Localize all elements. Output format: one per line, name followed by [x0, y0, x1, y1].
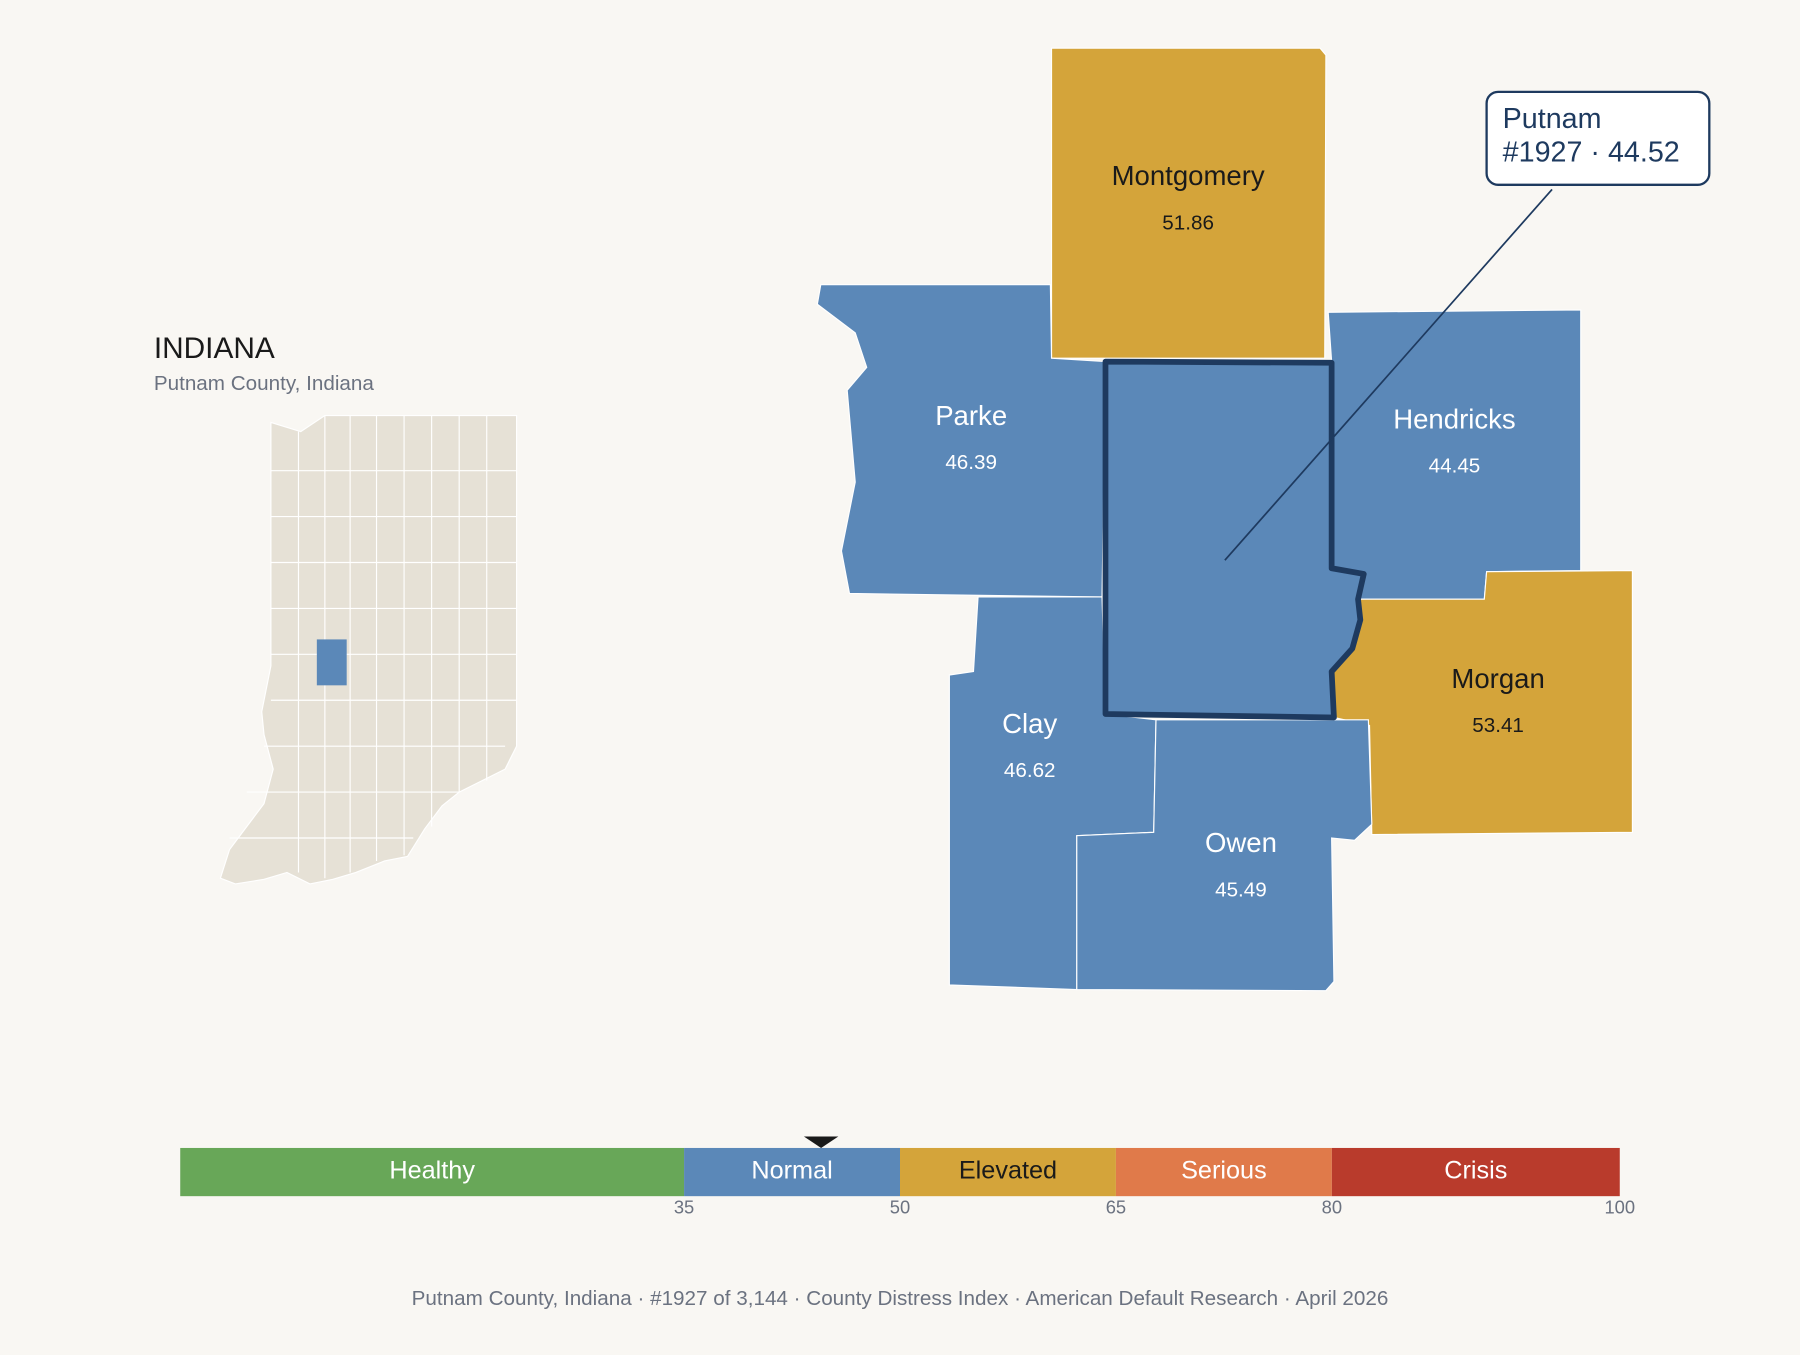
callout-label: #1927 · 44.52 [1503, 136, 1680, 168]
footer: Putnam County, Indiana · #1927 of 3,144 … [412, 1287, 1389, 1310]
county-value: 44.45 [1429, 455, 1481, 478]
scale-band [1331, 1147, 1620, 1197]
county-value: 46.39 [945, 451, 997, 474]
scale-band [180, 1147, 685, 1197]
scale-tick-label: 50 [890, 1197, 910, 1218]
county-name: Clay [1002, 708, 1057, 739]
callout-box [1485, 90, 1711, 186]
county-name: Hendricks [1393, 404, 1515, 435]
putnam-shape [1102, 358, 1367, 721]
inset-putnam [316, 639, 347, 686]
county-name: Owen [1205, 827, 1277, 858]
county-value: 51.86 [1162, 211, 1214, 234]
scale-band-label: Normal [751, 1157, 832, 1185]
callout-leader [1224, 188, 1553, 561]
county-value: 45.49 [1215, 878, 1267, 901]
county-name: Morgan [1451, 663, 1544, 694]
county-shape [1076, 719, 1373, 992]
scale-band [900, 1147, 1116, 1197]
scale-marker [803, 1136, 839, 1148]
county-shape [1331, 569, 1633, 836]
scale-band-label: Serious [1181, 1157, 1267, 1185]
county-name: Montgomery [1112, 160, 1265, 191]
indiana-outline [219, 414, 518, 885]
scale-tick-label: 35 [674, 1197, 694, 1218]
scale-tick-label: 100 [1604, 1197, 1635, 1218]
county-name: Parke [935, 400, 1007, 431]
scale-tick-label: 80 [1322, 1197, 1342, 1218]
inset-county-borders [229, 415, 517, 879]
inset-subtitle: Putnam County, Indiana [154, 372, 375, 395]
scale: Healthy Normal Elevated Serious Crisis 35 50 65… [180, 1136, 1635, 1218]
county-shape [816, 284, 1107, 598]
inset-title: INDIANA [154, 332, 275, 365]
counties: Montgomery 51.86 Parke 46.39 Hendricks 44.45 M… [816, 47, 1633, 992]
callout-name: Putnam [1503, 103, 1602, 135]
scale-tick-label: 65 [1106, 1197, 1126, 1218]
county-value: 53.41 [1472, 714, 1524, 737]
scale-band [684, 1147, 900, 1197]
scale-band-label: Healthy [389, 1157, 475, 1185]
county-value: 46.62 [1004, 759, 1056, 782]
scale-band-label: Elevated [959, 1157, 1057, 1185]
county-shape [1050, 47, 1327, 359]
scale-band [1115, 1147, 1332, 1197]
scale-band-label: Crisis [1444, 1157, 1507, 1185]
